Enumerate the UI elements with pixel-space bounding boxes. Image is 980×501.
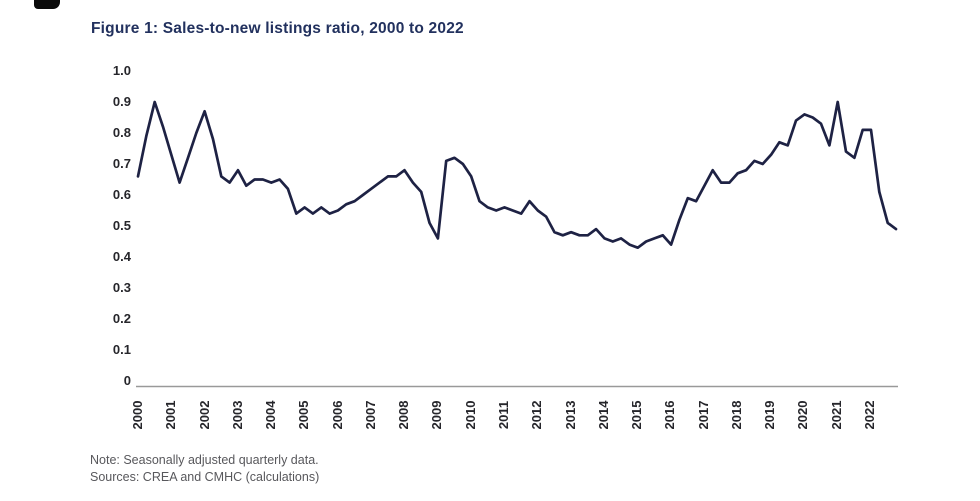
x-tick-label: 2006: [329, 400, 345, 430]
y-tick-label: 0.9: [112, 94, 131, 109]
y-tick-label: 0: [123, 373, 131, 388]
chart-sources: Sources: CREA and CMHC (calculations): [90, 470, 320, 484]
y-tick-label: 0.7: [112, 156, 131, 171]
figure-title: Figure 1: Sales-to-new listings ratio, 2…: [91, 20, 464, 37]
x-tick-label: 2010: [462, 400, 478, 430]
x-tick-label: 2011: [496, 400, 511, 430]
x-tick-label: 2019: [762, 400, 778, 430]
y-tick-label: 1.0: [112, 63, 131, 78]
x-tick-label: 2002: [196, 400, 212, 430]
y-tick-label: 0.3: [112, 280, 131, 295]
x-tick-label: 2007: [362, 400, 378, 430]
x-tick-label: 2009: [429, 400, 445, 430]
x-tick-label: 2005: [296, 400, 312, 430]
x-tick-label: 2021: [828, 400, 844, 430]
x-tick-label: 2020: [795, 400, 811, 430]
x-tick-label: 2015: [629, 400, 645, 430]
x-tick-label: 2014: [595, 400, 611, 430]
y-tick-label: 0.5: [112, 218, 131, 233]
x-tick-label: 2016: [662, 400, 678, 430]
y-tick-label: 0.6: [112, 187, 131, 202]
x-tick-label: 2004: [263, 400, 279, 430]
chart-note: Note: Seasonally adjusted quarterly data…: [90, 453, 319, 467]
top-left-artifact: [34, 0, 60, 9]
x-tick-label: 2008: [396, 400, 412, 430]
y-tick-label: 0.8: [112, 125, 131, 140]
x-tick-label: 2000: [130, 400, 145, 430]
y-tick-label: 0.4: [112, 249, 131, 264]
x-tick-label: 2022: [862, 400, 877, 430]
ratio-line-series: [136, 100, 898, 250]
x-tick-label: 2013: [562, 400, 578, 430]
y-tick-label: 0.1: [112, 342, 131, 357]
y-tick-label: 0.2: [112, 311, 131, 326]
x-tick-label: 2012: [529, 400, 545, 430]
x-tick-label: 2001: [163, 400, 179, 430]
x-tick-label: 2003: [229, 400, 245, 430]
x-tick-label: 2018: [728, 400, 744, 430]
x-tick-label: 2017: [695, 400, 711, 430]
